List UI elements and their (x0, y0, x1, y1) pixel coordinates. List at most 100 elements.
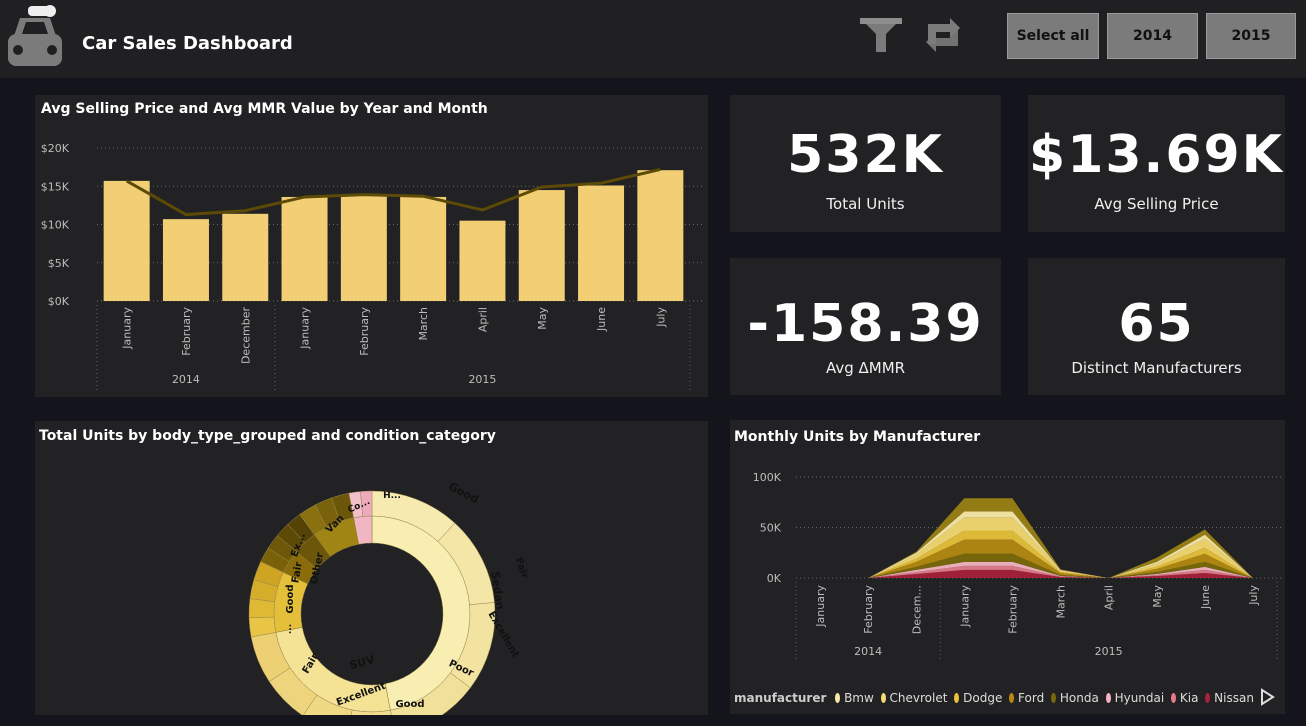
sunburst-outer-segment (360, 490, 373, 517)
legend-item[interactable]: Dodge (963, 691, 1003, 705)
x-tick-label: February (358, 307, 371, 356)
sunburst-label: H... (383, 491, 401, 501)
sunburst-chart: GoodSedanFairExcellentPoorGoodExcellentS… (248, 480, 530, 715)
mmr-line (125, 167, 661, 217)
year-2014-button[interactable]: 2014 (1107, 13, 1198, 59)
refresh-icon[interactable] (920, 14, 966, 56)
year-2015-button[interactable]: 2015 (1206, 13, 1296, 59)
legend-item[interactable]: Hyundai (1114, 691, 1165, 705)
x-tick-label: December (239, 307, 252, 365)
legend-item[interactable]: Ford (1018, 691, 1045, 705)
legend-swatch (1205, 693, 1211, 703)
sunburst-outer-segment (390, 672, 471, 715)
y-tick-label: $15K (41, 180, 70, 193)
sunburst-label: Good (395, 699, 424, 710)
y-tick-label: 50K (760, 522, 782, 535)
bar (518, 190, 565, 301)
monthly-units-panel[interactable]: Monthly Units by Manufacturer 0K 50K 100K J… (730, 420, 1285, 714)
total-units-card: 532K Total Units (730, 95, 1001, 232)
legend-item[interactable]: Chevrolet (889, 691, 948, 705)
avg-selling-price-card: $13.69K Avg Selling Price (1028, 95, 1285, 232)
legend-item[interactable]: Honda (1059, 691, 1099, 705)
x-tick-label: May (536, 307, 549, 330)
legend-swatch (835, 693, 841, 703)
total-units-value: 532K (787, 125, 944, 185)
x-tick-label: June (1199, 585, 1212, 610)
top-bar: Car Sales Dashboard Select all 2014 2015 (0, 0, 1306, 78)
bar (400, 196, 447, 301)
area-layer (820, 569, 1253, 578)
x-tick-label: January (814, 585, 827, 628)
sunburst-label: Fair (290, 561, 305, 584)
chart-title: Monthly Units by Manufacturer (734, 429, 981, 445)
area-layer (820, 498, 1253, 578)
filter-icon[interactable] (858, 14, 904, 56)
x-tick-label: April (476, 307, 489, 332)
price-mmr-chart: $0K $5K $10K $15K $20K January February Decembe… (41, 142, 703, 391)
area-layer (820, 561, 1253, 578)
car-icon (8, 5, 62, 66)
play-icon[interactable] (1258, 688, 1276, 706)
avg-delta-mmr-card: -158.39 Avg ΔMMR (730, 258, 1001, 395)
legend-swatch (1105, 693, 1111, 703)
bar (222, 213, 269, 301)
y-tick-label: $10K (41, 219, 70, 232)
sunburst-label: Sedan (488, 571, 506, 611)
legend-swatch (1051, 693, 1056, 703)
y-tick-label: 0K (767, 572, 782, 585)
x-tick-label: January (121, 307, 134, 350)
x-tick-label: January (958, 585, 971, 628)
price-mmr-chart-panel[interactable]: Avg Selling Price and Avg MMR Value by Y… (35, 95, 708, 397)
area-layer (820, 530, 1253, 578)
group-label: 2014 (854, 645, 882, 658)
distinct-manufacturers-card: 65 Distinct Manufacturers (1028, 258, 1285, 395)
sunburst-outer-segment (350, 709, 392, 715)
x-tick-label: February (1006, 585, 1019, 634)
x-tick-label: February (180, 307, 193, 356)
sunburst-label: Good (446, 480, 480, 507)
distinct-manufacturers-label: Distinct Manufacturers (1071, 359, 1242, 377)
area-layer (820, 517, 1253, 578)
monthly-units-chart: 0K 50K 100K January February Decem... January F… (753, 471, 1282, 660)
x-tick-label: March (417, 307, 430, 341)
y-tick-label: 100K (753, 471, 782, 484)
avg-delta-mmr-value: -158.39 (747, 294, 984, 354)
avg-delta-mmr-label: Avg ΔMMR (825, 359, 906, 377)
x-tick-label: March (1055, 585, 1068, 619)
legend-title: manufacturer (734, 691, 827, 705)
sunburst-label: ... (284, 624, 294, 635)
x-tick-label: June (595, 307, 608, 332)
legend-swatch (954, 693, 960, 703)
y-tick-label: $0K (48, 295, 70, 308)
x-tick-label: February (862, 585, 875, 634)
area-layer (820, 539, 1253, 578)
page-title: Car Sales Dashboard (82, 33, 293, 54)
avg-selling-price-value: $13.69K (1029, 125, 1284, 185)
avg-selling-price-label: Avg Selling Price (1094, 195, 1219, 213)
legend-item[interactable]: Nissan (1214, 691, 1254, 705)
bar (103, 180, 150, 301)
chart-title: Total Units by body_type_grouped and con… (39, 428, 496, 444)
y-tick-label: $5K (48, 257, 70, 270)
x-tick-label: Decem... (910, 585, 923, 634)
legend-swatch (1171, 693, 1176, 703)
group-label: 2014 (172, 373, 200, 386)
sunburst-panel[interactable]: Total Units by body_type_grouped and con… (35, 421, 708, 715)
legend-item[interactable]: Kia (1179, 691, 1199, 705)
bar (578, 185, 625, 301)
bar (459, 220, 506, 301)
manufacturer-legend: manufacturer Bmw Chevrolet Dodge Ford Honda H… (734, 690, 1254, 706)
group-label: 2015 (1095, 645, 1123, 658)
y-tick-label: $20K (41, 142, 70, 155)
total-units-label: Total Units (826, 195, 905, 213)
sunburst-label: Good (285, 584, 296, 613)
chart-title: Avg Selling Price and Avg MMR Value by Y… (41, 101, 488, 117)
area-layer (820, 553, 1253, 578)
bar (637, 170, 684, 301)
legend-swatch (880, 693, 886, 703)
x-tick-label: July (1247, 585, 1260, 606)
legend-item[interactable]: Bmw (844, 691, 874, 705)
legend-swatch (1009, 693, 1015, 703)
select-all-button[interactable]: Select all (1007, 13, 1099, 59)
bar (162, 219, 209, 301)
